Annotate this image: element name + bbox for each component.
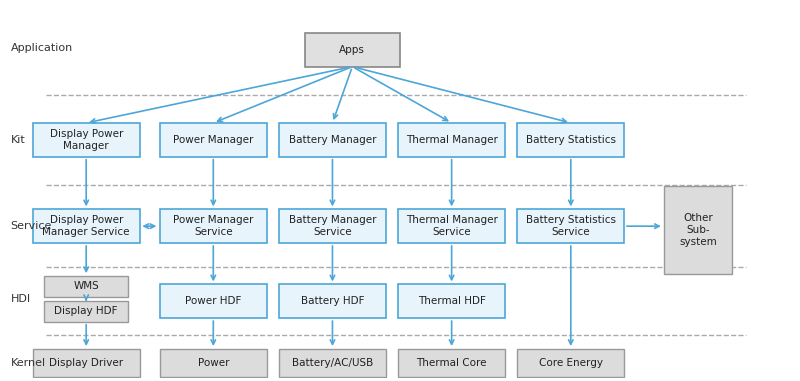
Text: Power HDF: Power HDF	[185, 296, 242, 306]
FancyBboxPatch shape	[664, 186, 732, 274]
Text: Battery Statistics: Battery Statistics	[526, 135, 616, 145]
Text: Kit: Kit	[10, 135, 26, 145]
Text: Thermal Manager: Thermal Manager	[406, 135, 498, 145]
FancyBboxPatch shape	[398, 123, 506, 157]
FancyBboxPatch shape	[160, 284, 267, 318]
Text: Display Driver: Display Driver	[49, 358, 123, 368]
FancyBboxPatch shape	[279, 209, 386, 243]
Text: Battery Manager
Service: Battery Manager Service	[289, 215, 376, 237]
Text: Other
Sub-
system: Other Sub- system	[679, 213, 717, 247]
FancyBboxPatch shape	[305, 33, 400, 67]
Text: Service: Service	[10, 221, 52, 231]
Text: Thermal Core: Thermal Core	[416, 358, 487, 368]
Text: Power: Power	[198, 358, 229, 368]
Text: Battery/AC/USB: Battery/AC/USB	[292, 358, 373, 368]
FancyBboxPatch shape	[33, 123, 140, 157]
Text: Core Energy: Core Energy	[539, 358, 603, 368]
FancyBboxPatch shape	[279, 284, 386, 318]
Text: Kernel: Kernel	[10, 358, 46, 368]
FancyBboxPatch shape	[45, 276, 128, 296]
FancyBboxPatch shape	[279, 349, 386, 377]
Text: WMS: WMS	[74, 281, 99, 291]
FancyBboxPatch shape	[517, 209, 625, 243]
FancyBboxPatch shape	[517, 123, 625, 157]
FancyBboxPatch shape	[160, 209, 267, 243]
Text: Power Manager: Power Manager	[173, 135, 254, 145]
FancyBboxPatch shape	[33, 349, 140, 377]
FancyBboxPatch shape	[398, 284, 506, 318]
FancyBboxPatch shape	[398, 349, 506, 377]
FancyBboxPatch shape	[33, 209, 140, 243]
Text: Apps: Apps	[339, 45, 366, 55]
FancyBboxPatch shape	[398, 209, 506, 243]
FancyBboxPatch shape	[279, 123, 386, 157]
FancyBboxPatch shape	[160, 123, 267, 157]
Text: Battery Statistics
Service: Battery Statistics Service	[526, 215, 616, 237]
Text: Application: Application	[10, 43, 73, 53]
Text: Display HDF: Display HDF	[54, 306, 118, 316]
Text: Thermal HDF: Thermal HDF	[418, 296, 486, 306]
FancyBboxPatch shape	[517, 349, 625, 377]
Text: Battery HDF: Battery HDF	[301, 296, 364, 306]
FancyBboxPatch shape	[160, 349, 267, 377]
Text: Display Power
Manager Service: Display Power Manager Service	[42, 215, 130, 237]
Text: Display Power
Manager: Display Power Manager	[50, 129, 123, 150]
Text: HDI: HDI	[10, 295, 31, 304]
Text: Battery Manager: Battery Manager	[289, 135, 376, 145]
FancyBboxPatch shape	[45, 301, 128, 322]
Text: Thermal Manager
Service: Thermal Manager Service	[406, 215, 498, 237]
Text: Power Manager
Service: Power Manager Service	[173, 215, 254, 237]
